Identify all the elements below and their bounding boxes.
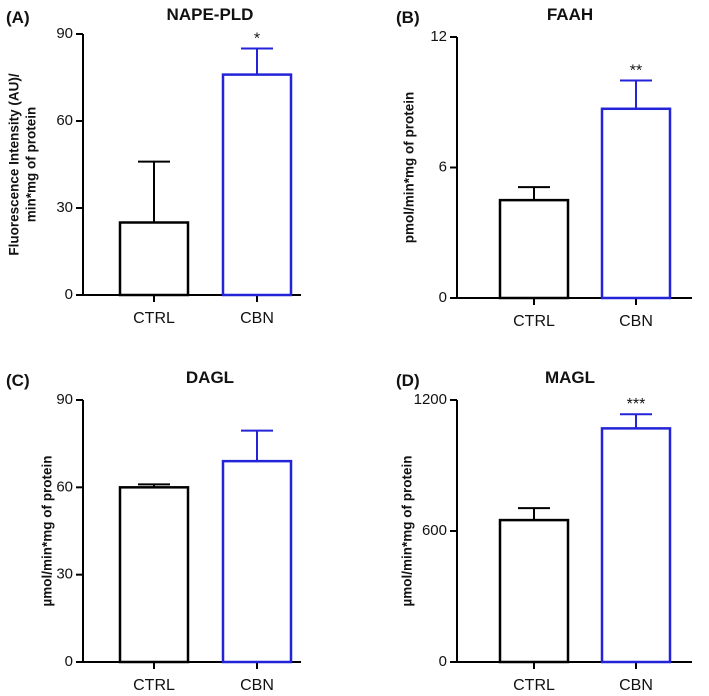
y-tick-label: 0 xyxy=(65,653,73,670)
y-axis-label: Fluorescence Intensity (AU)/ xyxy=(7,73,22,256)
panel-letter: (D) xyxy=(396,371,420,390)
chart-title: FAAH xyxy=(547,5,593,24)
y-axis-label: µmol/min*mg of protein xyxy=(400,455,415,606)
bar-cbn xyxy=(600,427,672,664)
y-tick-label: 30 xyxy=(56,566,73,583)
chart-panel-3: (C) DAGL µmol/min*mg of protein 0 30 60 90 CTRL… xyxy=(6,368,301,694)
x-tick-label: CTRL xyxy=(133,677,175,694)
bar-ctrl xyxy=(118,221,190,297)
panel-letter: (A) xyxy=(6,8,30,27)
y-axis-label: pmol/min*mg of protein xyxy=(402,92,417,244)
x-tick-label: CTRL xyxy=(133,310,175,327)
significance-marker: ** xyxy=(630,63,642,80)
y-tick-label: 6 xyxy=(439,158,447,175)
chart-title: DAGL xyxy=(186,368,234,387)
y-tick-label: 600 xyxy=(422,522,447,539)
bar-ctrl xyxy=(498,198,570,300)
panel-letter: (B) xyxy=(396,8,420,27)
bar-cbn xyxy=(221,73,293,297)
panel-letter: (C) xyxy=(6,371,30,390)
y-tick-label: 12 xyxy=(430,28,447,45)
x-tick-label: CBN xyxy=(619,313,653,330)
y-tick-label: 60 xyxy=(56,478,73,495)
y-axis-label: min*mg of protein xyxy=(24,107,39,223)
y-tick-label: 0 xyxy=(439,289,447,306)
y-tick-label: 90 xyxy=(56,391,73,408)
bar-ctrl xyxy=(118,486,190,664)
chart-panel-1: (A) NAPE-PLD Fluorescence Intensity (AU)/m… xyxy=(6,5,301,327)
x-tick-label: CTRL xyxy=(513,677,555,694)
chart-panel-2: (B) FAAH pmol/min*mg of protein 0 6 12 CTRL CBN… xyxy=(396,5,692,330)
chart-title: MAGL xyxy=(545,368,595,387)
significance-marker: * xyxy=(254,31,260,48)
chart-panel-4: (D) MAGL µmol/min*mg of protein 0 600 1200 CTR… xyxy=(396,368,692,694)
bar-ctrl xyxy=(498,518,570,664)
y-tick-label: 60 xyxy=(56,112,73,129)
x-tick-label: CTRL xyxy=(513,313,555,330)
x-tick-label: CBN xyxy=(619,677,653,694)
x-tick-label: CBN xyxy=(240,677,274,694)
significance-marker: *** xyxy=(627,396,646,413)
y-tick-label: 0 xyxy=(65,286,73,303)
y-axis-label: µmol/min*mg of protein xyxy=(40,455,55,606)
chart-title: NAPE-PLD xyxy=(167,5,254,24)
y-tick-label: 1200 xyxy=(414,391,447,408)
y-tick-label: 0 xyxy=(439,653,447,670)
bar-cbn xyxy=(221,459,293,664)
bar-cbn xyxy=(600,107,672,300)
y-tick-label: 90 xyxy=(56,25,73,42)
x-tick-label: CBN xyxy=(240,310,274,327)
y-tick-label: 30 xyxy=(56,199,73,216)
